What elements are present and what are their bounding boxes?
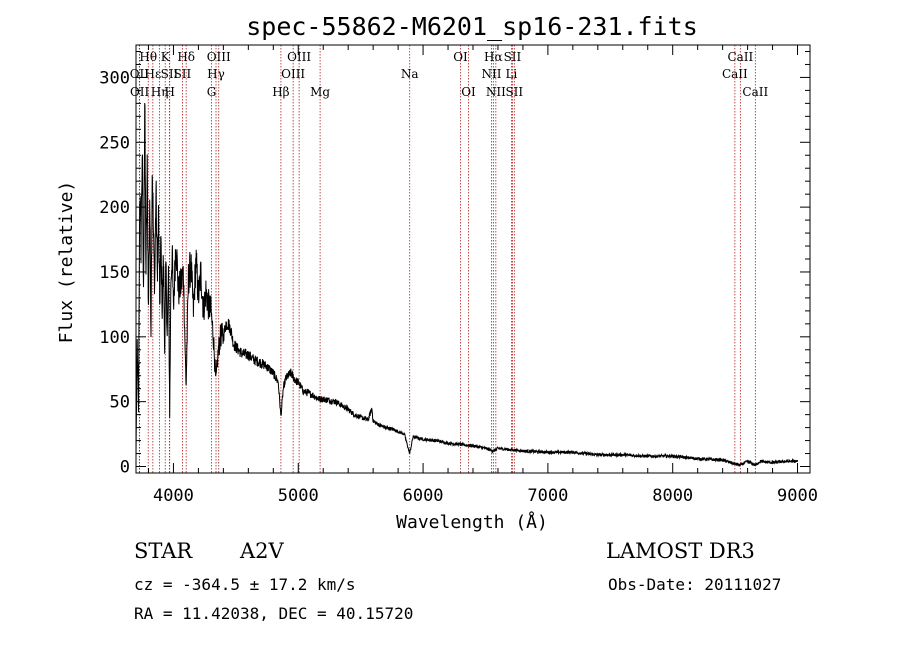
y-tick-label: 150 [99,263,130,283]
line-marker-label: Hγ [207,67,225,81]
y-tick-label: 200 [99,198,130,218]
obs-date-text: Obs-Date: 20111027 [608,575,782,594]
x-tick-label: 4000 [153,486,194,506]
line-marker-label: CaII [722,67,748,81]
line-marker-label: Hβ [272,85,289,99]
x-axis: 4000 5000 6000 7000 8000 9000 [147,45,818,506]
line-marker-label: Hε [145,67,162,81]
line-marker-label: Hθ [139,50,157,64]
line-marker-label: OII [130,85,150,99]
y-tick-label: 0 [120,458,130,478]
y-tick-label: 300 [99,68,130,88]
line-marker-label: OIII [281,67,305,81]
x-tick-label: 5000 [278,486,319,506]
y-tick-label: 100 [99,328,130,348]
x-tick-label: 8000 [652,486,693,506]
object-subclass: A2V [240,539,284,563]
y-axis-label: Flux (relative) [56,181,77,344]
line-marker-label: Hα [484,50,503,64]
chart-title: spec-55862-M6201_sp16-231.fits [246,12,698,41]
line-marker-layer [138,45,756,473]
line-marker-label: OI [461,85,476,99]
line-marker-label: SII [161,67,179,81]
line-marker-label: SII [505,85,523,99]
x-tick-label: 9000 [777,486,818,506]
line-marker-label: Hδ [177,50,195,64]
line-marker-label: SII [174,67,192,81]
x-tick-label: 6000 [403,486,444,506]
y-tick-label: 50 [110,393,130,413]
x-tick-label: 7000 [527,486,568,506]
line-marker-label: H [164,85,174,99]
spectrum-line [135,102,798,467]
line-marker-label: OIII [207,50,231,64]
line-marker-label: CaII [742,85,768,99]
line-marker-label: Hη [151,85,169,99]
line-marker-label: Mg [310,85,330,99]
line-marker-label: OI [453,50,468,64]
survey-name: LAMOST DR3 [606,539,755,563]
line-marker-label: SII [504,50,522,64]
line-marker-label: K [161,50,171,64]
line-marker-label: Li [506,67,518,81]
line-marker-label: OIII [287,50,311,64]
line-marker-label: NII [486,85,506,99]
line-marker-label: NII [481,67,501,81]
coordinates-text: RA = 11.42038, DEC = 40.15720 [134,604,414,623]
x-axis-label: Wavelength (Å) [396,511,548,533]
line-marker-label: G [207,85,217,99]
line-marker-label: Na [401,67,419,81]
y-axis: 0 50 100 150 200 250 300 [99,50,810,478]
redshift-text: cz = -364.5 ± 17.2 km/s [134,575,356,594]
line-marker-label: CaII [727,50,753,64]
y-tick-label: 250 [99,133,130,153]
object-class: STAR [134,539,193,563]
